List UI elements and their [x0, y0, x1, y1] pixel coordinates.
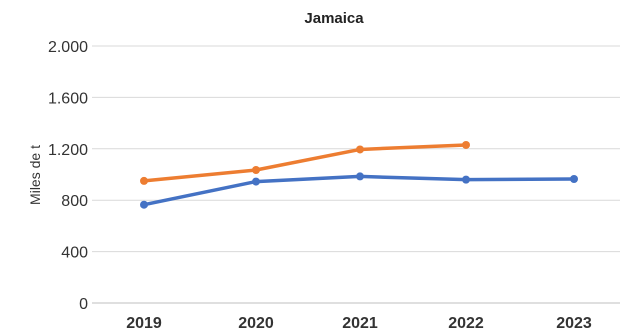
series-1	[140, 172, 578, 209]
x-tick-label: 2023	[556, 315, 592, 332]
data-point	[252, 166, 260, 175]
data-point	[570, 174, 578, 183]
y-tick-label: 2.000	[48, 39, 88, 56]
gridlines	[92, 45, 620, 304]
series-lines	[140, 140, 578, 209]
data-point	[356, 172, 364, 181]
x-tick-label: 2019	[126, 315, 162, 332]
series-line	[142, 143, 468, 183]
y-tick-labels: 0 400 800 1.200 1.600 2.000	[48, 39, 88, 313]
data-point	[356, 145, 364, 154]
y-tick-label: 800	[61, 193, 88, 210]
series-2	[140, 140, 470, 185]
y-tick-label: 1.200	[48, 142, 88, 159]
y-tick-label: 1.600	[48, 90, 88, 107]
x-tick-label: 2022	[448, 315, 484, 332]
data-point	[252, 177, 260, 186]
data-point	[462, 140, 470, 149]
data-point	[462, 175, 470, 184]
y-axis-label: Miles de t	[27, 145, 43, 205]
data-point	[140, 176, 148, 185]
x-tick-label: 2021	[342, 315, 378, 332]
y-tick-label: 400	[61, 245, 88, 262]
chart-title: Jamaica	[304, 10, 364, 27]
x-tick-label: 2020	[238, 315, 274, 332]
data-point	[140, 200, 148, 209]
x-tick-labels: 2019 2020 2021 2022 2023	[126, 315, 592, 332]
y-tick-label: 0	[79, 296, 88, 313]
